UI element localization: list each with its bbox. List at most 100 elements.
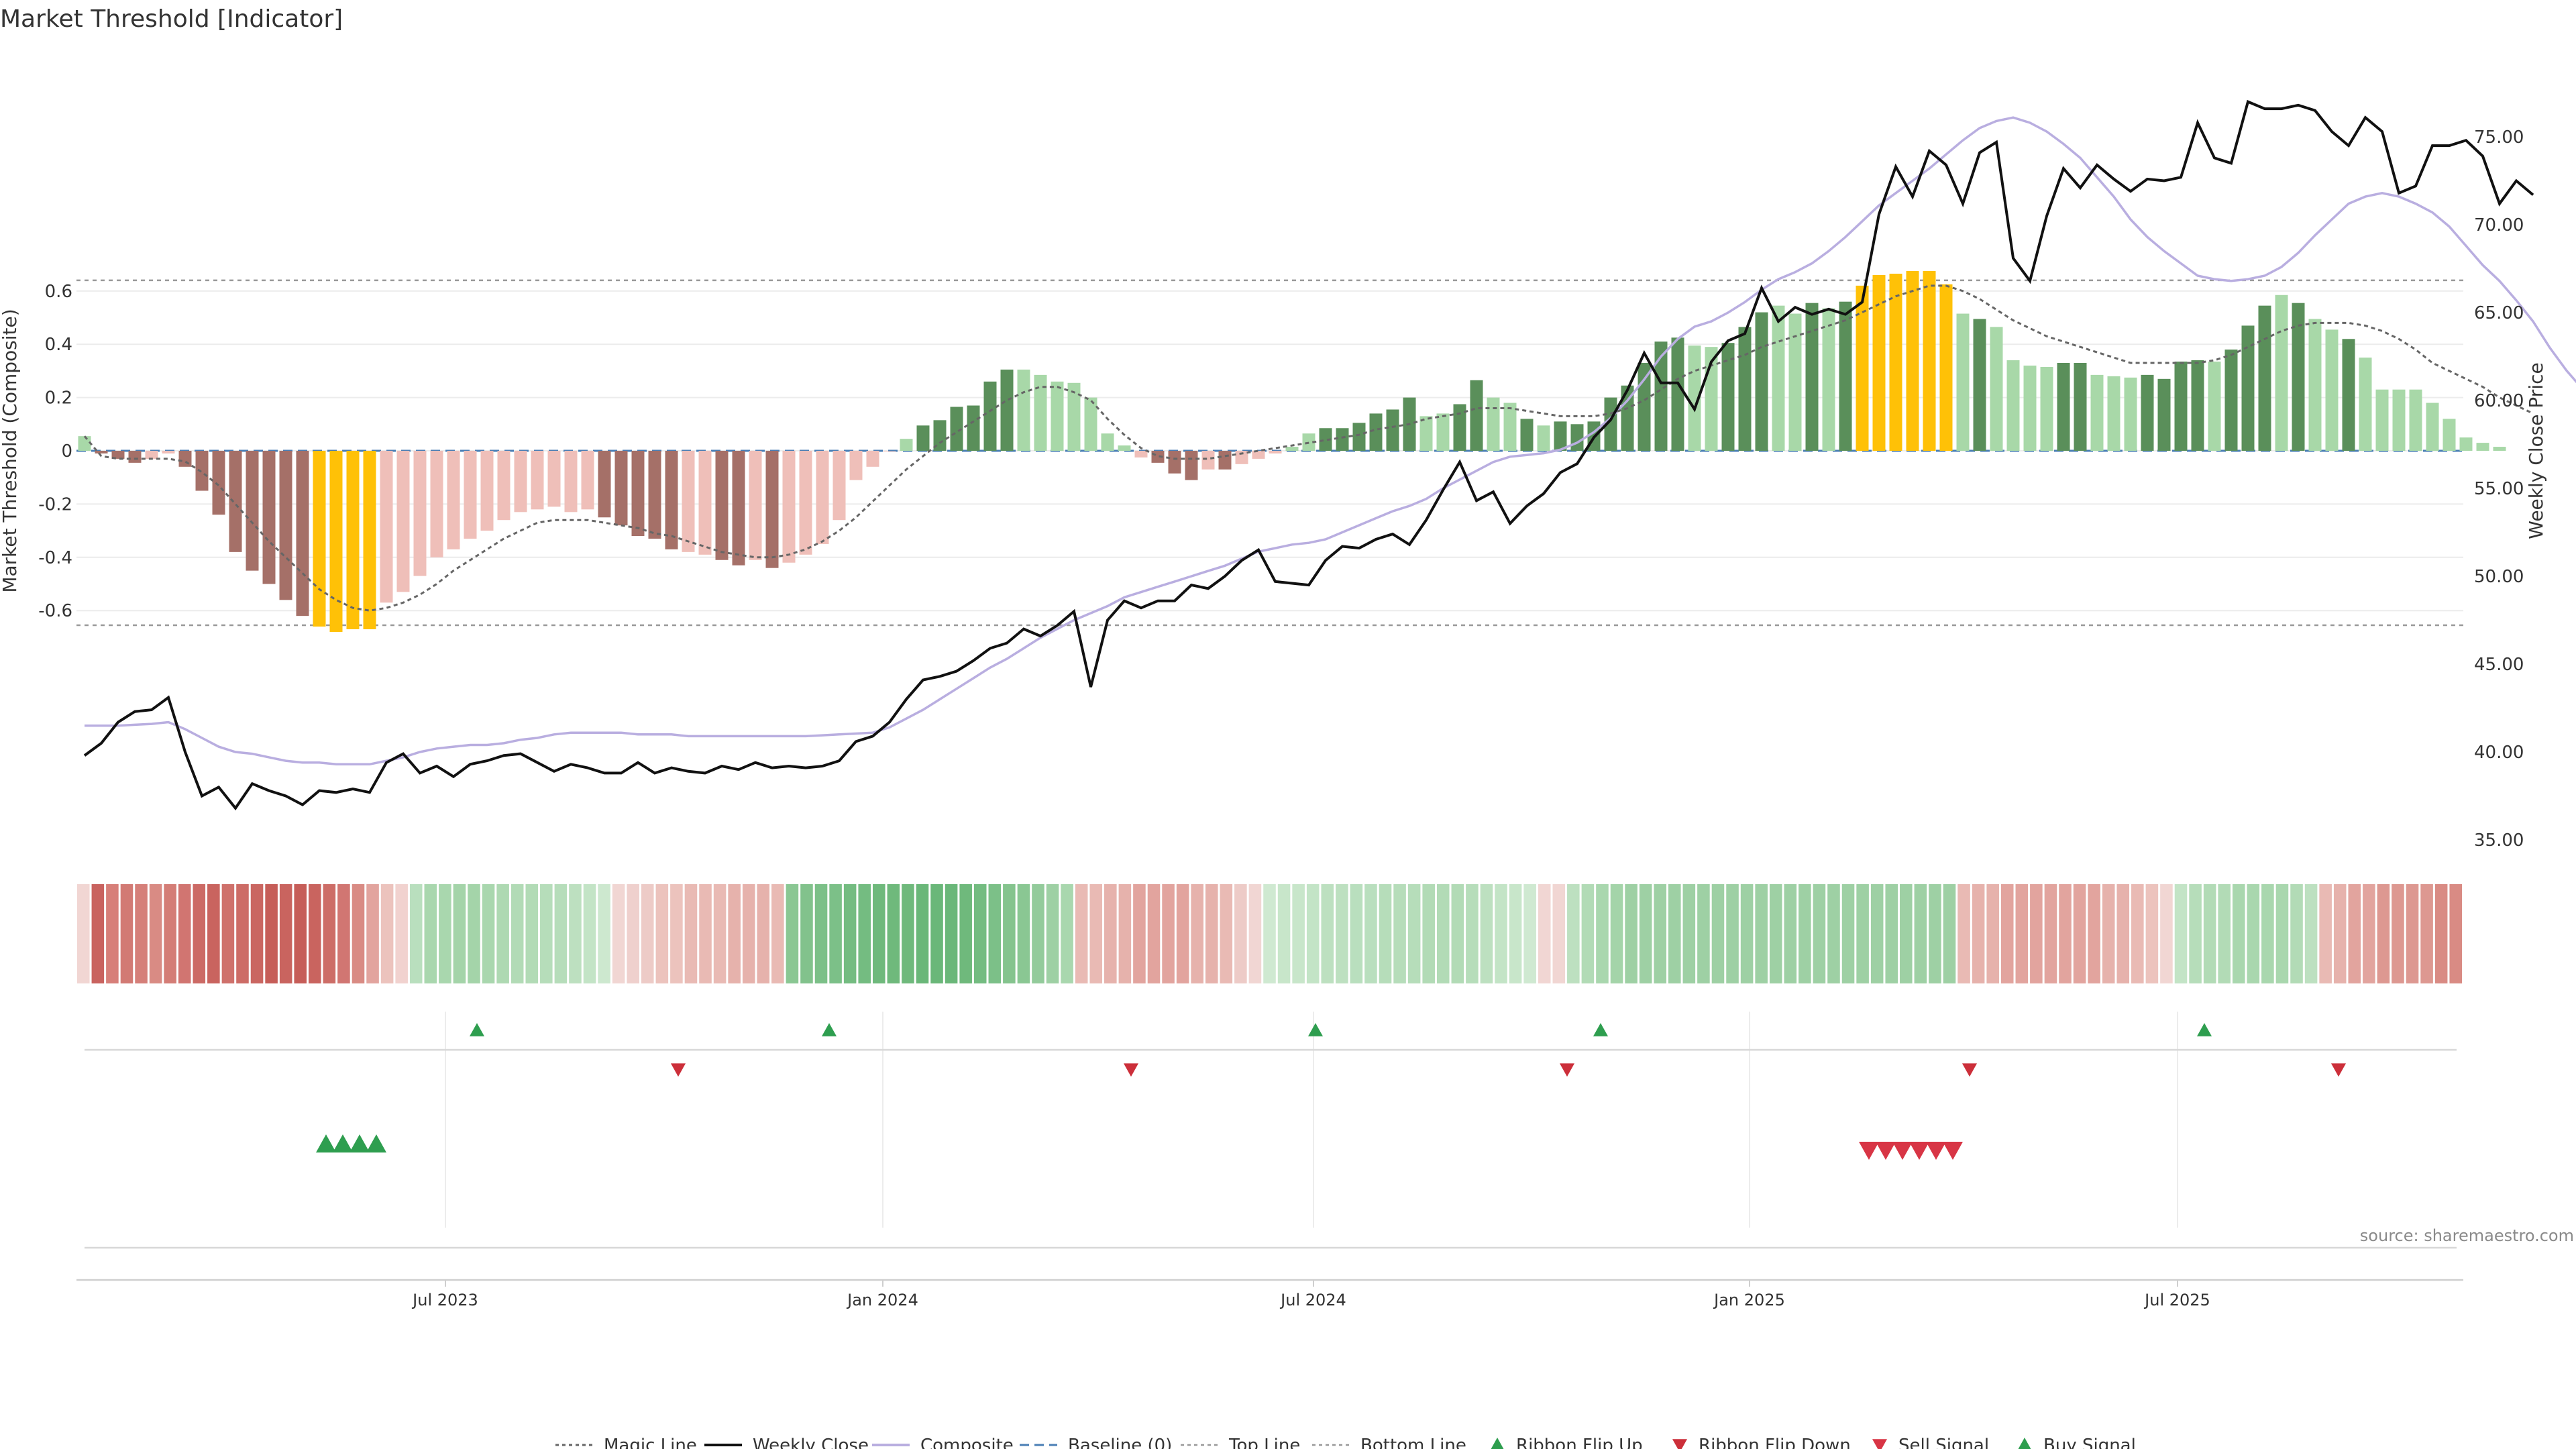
bar xyxy=(1269,451,1282,453)
bar xyxy=(782,451,796,563)
bar xyxy=(1352,423,1366,451)
ribbon-cell xyxy=(453,884,466,983)
bar xyxy=(1956,313,1970,451)
left-tick-label: 0.2 xyxy=(45,388,72,409)
legend-label: Top Line xyxy=(1228,1436,1300,1449)
ribbon-cell xyxy=(1321,884,1334,983)
ribbon-cell xyxy=(2420,884,2433,983)
ribbon-cell xyxy=(2406,884,2419,983)
ribbon-cell xyxy=(149,884,162,983)
bar xyxy=(2459,437,2473,451)
ribbon-cell xyxy=(439,884,451,983)
bar xyxy=(2258,305,2271,451)
ribbon-cell xyxy=(1350,884,1363,983)
ribbon-cell xyxy=(2131,884,2144,983)
ribbon-cell xyxy=(1104,884,1117,983)
ribbon-flip-down-marker xyxy=(1124,1063,1138,1077)
ribbon-cell xyxy=(1147,884,1161,983)
ribbon-cell xyxy=(1697,884,1710,983)
bar xyxy=(2174,362,2188,451)
ribbon-cell xyxy=(1755,884,1768,983)
ribbon-cell xyxy=(1422,884,1435,983)
bar xyxy=(111,451,125,459)
ribbon-cell xyxy=(1972,884,1985,983)
buy-signal-marker xyxy=(333,1134,353,1152)
ribbon-cell xyxy=(496,884,509,983)
ribbon-cell xyxy=(1856,884,1869,983)
ribbon-cell xyxy=(77,884,90,983)
bar xyxy=(1419,416,1433,451)
ribbon-cell xyxy=(1176,884,1189,983)
bar xyxy=(396,451,410,592)
ribbon-cell xyxy=(1827,884,1840,983)
legend-swatch xyxy=(1672,1439,1687,1449)
ribbon-cell xyxy=(1061,884,1073,983)
ribbon-cell xyxy=(1393,884,1406,983)
bar xyxy=(2006,360,2020,451)
ribbon-cell xyxy=(1089,884,1103,983)
ribbon-cell xyxy=(1364,884,1377,983)
ribbon-cell xyxy=(221,884,235,983)
bar xyxy=(799,451,812,555)
bar xyxy=(1822,308,1835,451)
bar xyxy=(1839,301,1852,451)
right-axis-label: Weekly Close Price xyxy=(2525,362,2547,539)
ribbon-cell xyxy=(1234,884,1247,983)
bar xyxy=(1168,451,1181,474)
bar xyxy=(1906,271,1919,451)
bar xyxy=(1939,284,1953,451)
ribbon-cell xyxy=(757,884,770,983)
ribbon-cell xyxy=(2189,884,2202,983)
bar xyxy=(1336,428,1349,451)
bar xyxy=(346,451,360,629)
source-label: source: sharemaestro.com xyxy=(2360,1226,2574,1245)
bar xyxy=(1386,409,1399,451)
ribbon-cell xyxy=(279,884,292,983)
bar xyxy=(682,451,695,552)
bar xyxy=(262,451,276,584)
bar xyxy=(1503,402,1517,451)
ribbon-cell xyxy=(1581,884,1595,983)
ribbon-cell xyxy=(525,884,539,983)
bar xyxy=(1369,413,1383,451)
ribbon-cell xyxy=(236,884,249,983)
legend-label: Weekly Close xyxy=(753,1436,869,1449)
bar xyxy=(715,451,729,560)
bar xyxy=(1621,385,1634,451)
ribbon-flip-down-marker xyxy=(1560,1063,1574,1077)
sell-signal-marker xyxy=(1892,1142,1913,1160)
bar xyxy=(128,451,142,463)
bar xyxy=(95,451,108,453)
bar xyxy=(2224,350,2238,451)
ribbon-cell xyxy=(540,884,553,983)
ribbon-cell xyxy=(1870,884,1884,983)
left-axis-label: Market Threshold (Composite) xyxy=(0,309,21,592)
right-axis: 75.00 70.00 65.00 60.00 55.00 50.00 45.00 40.00… xyxy=(2474,127,2524,851)
right-tick-label: 40.00 xyxy=(2474,743,2524,763)
ribbon-cell xyxy=(612,884,625,983)
ribbon-cell xyxy=(684,884,698,983)
bar xyxy=(916,425,930,451)
sell-signal-marker xyxy=(1876,1142,1896,1160)
ribbon-cell xyxy=(1379,884,1392,983)
bar xyxy=(2141,374,2154,451)
bar xyxy=(1772,305,1785,451)
legend-swatch xyxy=(1872,1439,1887,1449)
bar xyxy=(866,451,879,467)
left-axis: 0.6 0.4 0.2 0 -0.2 -0.4 -0.6 xyxy=(38,282,72,621)
ribbon-cell xyxy=(2434,884,2448,983)
bar xyxy=(1000,369,1014,451)
bar xyxy=(2023,365,2037,451)
ribbon-cell xyxy=(670,884,683,983)
ribbon-cell xyxy=(902,884,914,983)
bar xyxy=(2292,303,2305,451)
ribbon-cell xyxy=(1957,884,1970,983)
ribbon-cell xyxy=(916,884,929,983)
x-tick-label: Jan 2024 xyxy=(846,1291,918,1309)
ribbon-cell xyxy=(178,884,191,983)
bar xyxy=(296,451,309,616)
bar xyxy=(1788,313,1802,451)
bar xyxy=(514,451,527,513)
bar xyxy=(2426,402,2439,451)
bar xyxy=(1537,425,1550,451)
